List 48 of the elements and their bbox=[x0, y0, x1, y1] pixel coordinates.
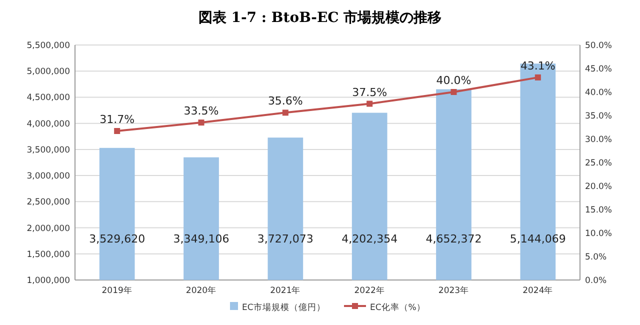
data-label: 4,202,354 bbox=[342, 232, 398, 246]
y-tick-label: 1,000,000 bbox=[26, 276, 70, 286]
y2-tick-label: 5.0% bbox=[585, 252, 607, 262]
x-tick-label: 2020年 bbox=[186, 285, 217, 296]
x-tick-label: 2023年 bbox=[438, 285, 470, 296]
data-label: 31.7% bbox=[100, 113, 135, 126]
y-tick-label: 4,500,000 bbox=[26, 93, 70, 104]
y-tick-label: 3,000,000 bbox=[26, 172, 70, 182]
data-label: 3,529,620 bbox=[89, 232, 146, 246]
point bbox=[198, 120, 204, 126]
x-tick-label: 2024年 bbox=[522, 285, 554, 296]
point bbox=[282, 110, 288, 116]
legend-label: EC市場規模（億円） bbox=[242, 302, 326, 313]
y2-tick-label: 40.0% bbox=[585, 88, 612, 98]
y2-tick-label: 15.0% bbox=[585, 206, 612, 216]
data-label: 35.6% bbox=[268, 94, 303, 108]
y2-tick-label: 10.0% bbox=[585, 229, 612, 239]
y-tick-label: 5,000,000 bbox=[26, 67, 70, 78]
data-label: 3,349,106 bbox=[173, 232, 230, 246]
data-label: 3,727,073 bbox=[257, 232, 314, 246]
y2-tick-label: 25.0% bbox=[585, 158, 612, 168]
y-tick-label: 1,500,000 bbox=[26, 250, 70, 260]
point bbox=[114, 128, 120, 134]
data-label: 4,652,372 bbox=[426, 232, 482, 246]
y-tick-label: 2,500,000 bbox=[26, 198, 70, 208]
x-tick-label: 2021年 bbox=[270, 285, 301, 296]
y-tick-label: 3,500,000 bbox=[26, 145, 70, 156]
y2-tick-label: 20.0% bbox=[585, 182, 612, 192]
chart-title: 図表 1-7 : BtoB-EC 市場規模の推移 bbox=[198, 9, 442, 26]
data-label: 43.1% bbox=[520, 59, 556, 72]
point bbox=[534, 74, 541, 80]
y2-tick-label: 0.0% bbox=[585, 276, 607, 286]
data-label: 33.5% bbox=[184, 104, 219, 118]
y-tick-label: 4,000,000 bbox=[26, 119, 70, 130]
data-label: 40.0% bbox=[436, 74, 472, 87]
y2-tick-label: 30.0% bbox=[585, 135, 612, 145]
x-tick-label: 2022年 bbox=[354, 285, 385, 296]
point bbox=[450, 89, 457, 95]
x-tick-label: 2019年 bbox=[102, 285, 132, 296]
y-tick-label: 5,500,000 bbox=[26, 41, 70, 51]
data-label: 37.5% bbox=[352, 86, 388, 99]
legend-label: EC化率（%） bbox=[370, 302, 426, 313]
point bbox=[366, 100, 373, 107]
y2-tick-label: 45.0% bbox=[585, 64, 612, 74]
y2-tick-label: 50.0% bbox=[585, 41, 612, 51]
y-tick-label: 2,000,000 bbox=[26, 224, 70, 234]
y2-tick-label: 35.0% bbox=[585, 112, 612, 122]
data-label: 5,144,069 bbox=[510, 232, 566, 246]
